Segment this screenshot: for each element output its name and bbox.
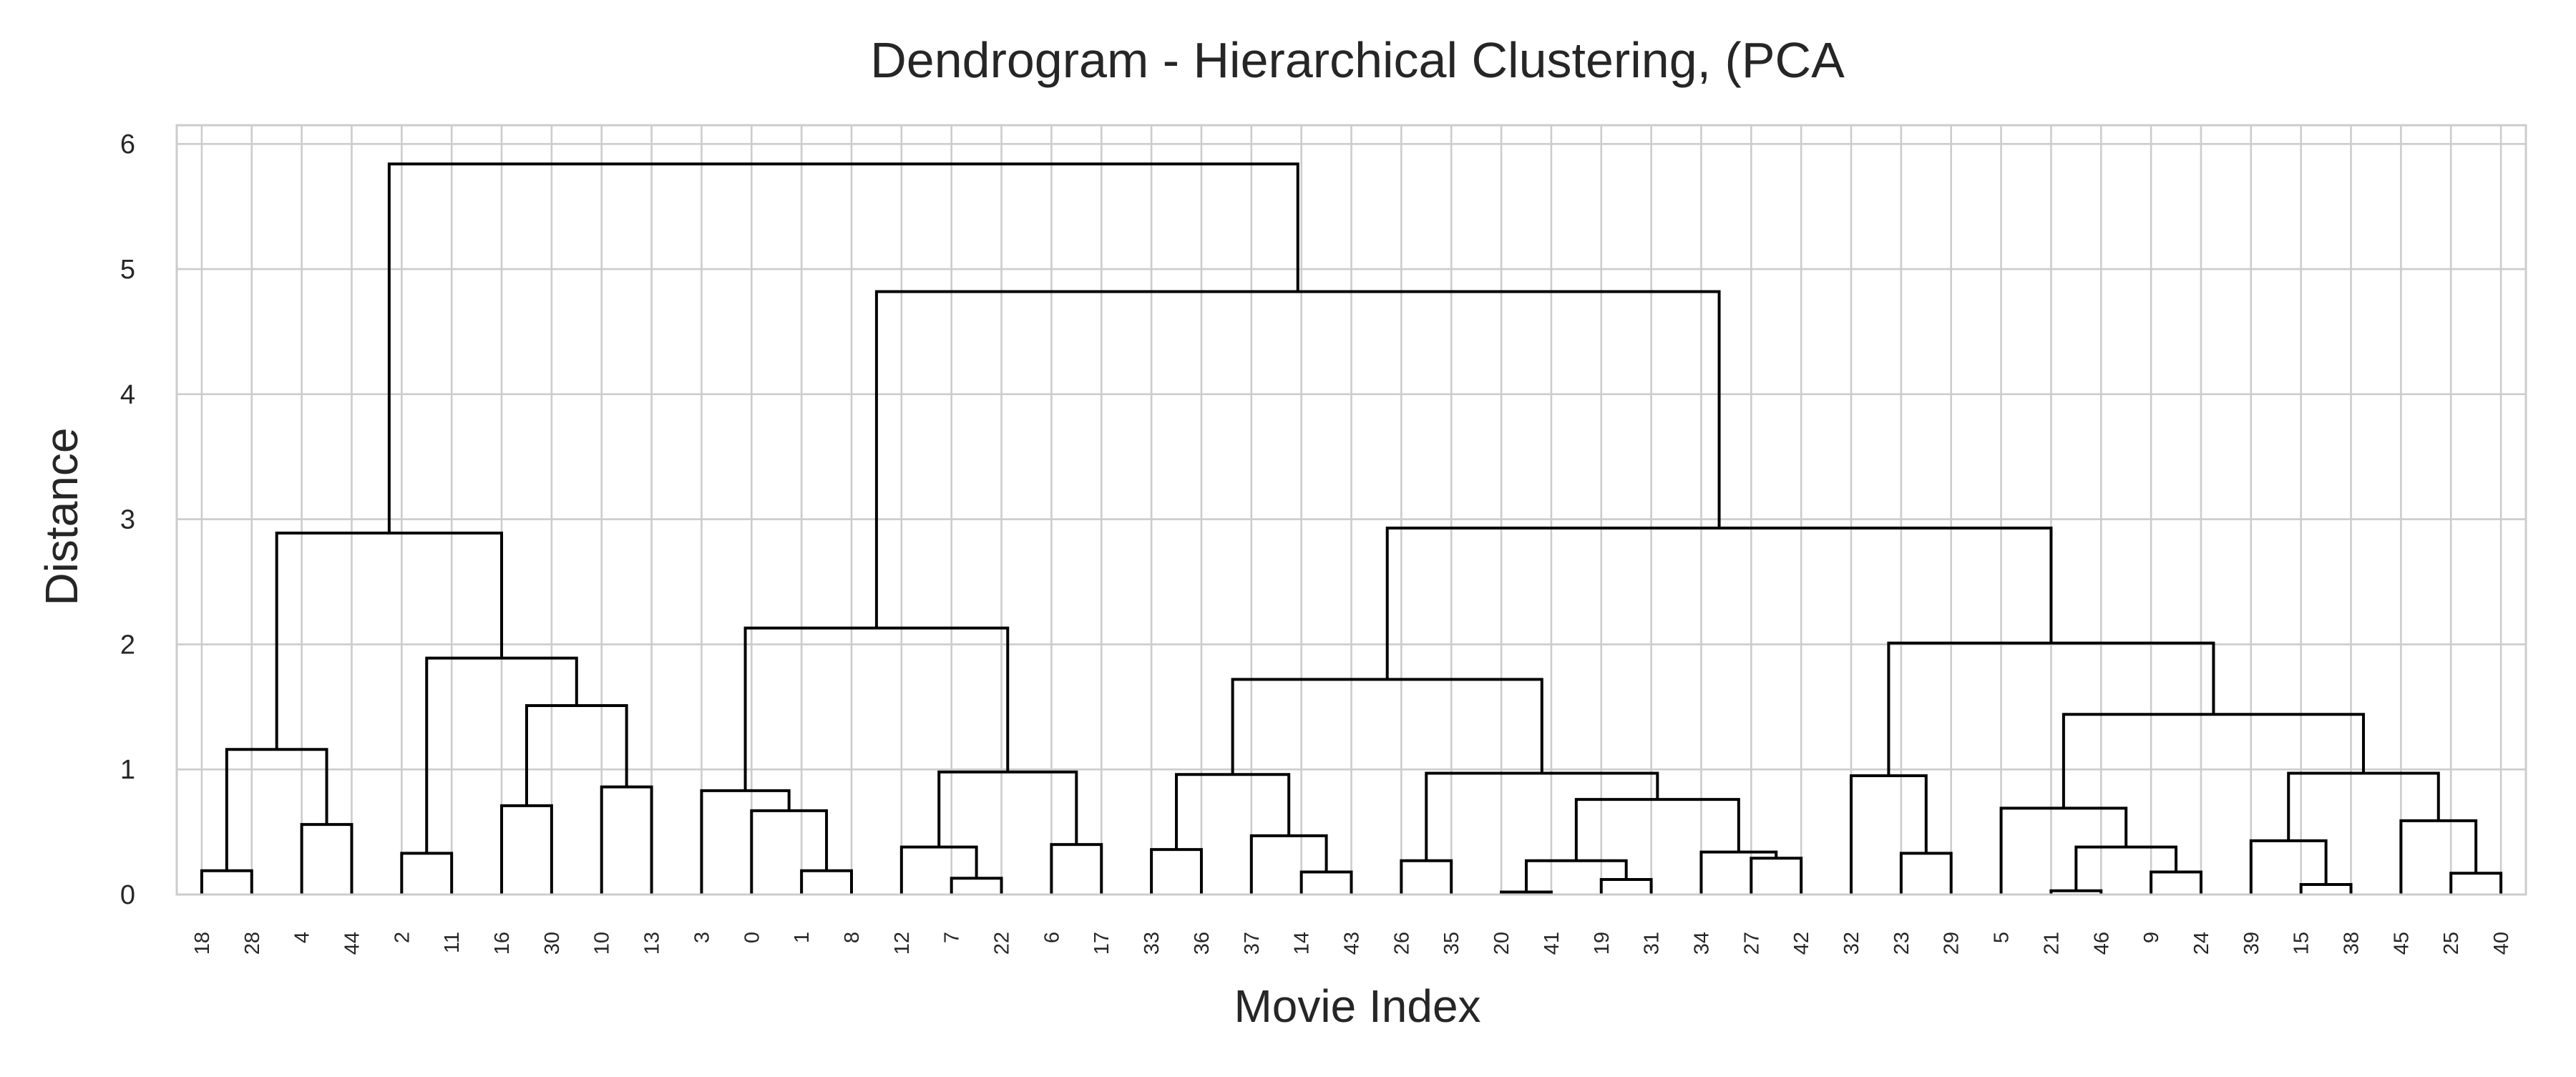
links-layer	[200, 162, 2503, 895]
leaf-label: 44	[341, 932, 364, 955]
leaf-label: 3	[691, 932, 713, 943]
y-tick-label: 4	[120, 380, 135, 410]
leaf-label: 33	[1141, 932, 1163, 955]
leaf-label: 32	[1840, 932, 1863, 955]
leaf-label: 30	[541, 932, 564, 955]
leaf-label: 9	[2140, 932, 2163, 943]
cluster-link	[1699, 850, 1778, 895]
leaf-label: 46	[2090, 932, 2113, 955]
y-axis-label: Distance	[36, 428, 87, 606]
y-tick-labels: 0 1 2 3 4 5 6	[120, 130, 135, 910]
cluster-link	[200, 869, 253, 895]
cluster-link	[1899, 852, 1953, 895]
leaf-label: 0	[741, 932, 763, 943]
x-tick-labels: 18 28 4 44 2 11 16 30 10 13 3 0 1 8 12 7 22 6 17 33 36 37 14 43…	[191, 932, 2513, 955]
leaf-label: 34	[1690, 932, 1713, 955]
cluster-link	[874, 290, 1721, 628]
leaf-label: 23	[1890, 932, 1913, 955]
cluster-link	[2150, 870, 2202, 895]
cluster-link	[2287, 771, 2440, 841]
leaf-label: 7	[941, 932, 964, 943]
x-axis-label: Movie Index	[1234, 980, 1480, 1032]
leaf-label: 1	[791, 932, 814, 943]
y-tick-label: 5	[120, 255, 135, 285]
leaf-label: 16	[491, 932, 514, 955]
leaf-label: 6	[1040, 932, 1063, 943]
leaf-label: 27	[1740, 932, 1763, 955]
y-tick-label: 0	[120, 880, 135, 910]
cluster-link	[800, 869, 853, 895]
cluster-link	[743, 626, 1010, 791]
cluster-link	[525, 704, 628, 806]
leaf-label: 28	[241, 932, 264, 955]
cluster-link	[1299, 870, 1353, 895]
cluster-link	[2049, 889, 2103, 895]
cluster-link	[950, 877, 1003, 895]
leaf-label: 40	[2490, 932, 2513, 955]
leaf-label: 41	[1541, 932, 1563, 955]
leaf-label: 8	[841, 932, 864, 943]
leaf-label: 12	[891, 932, 914, 955]
cluster-link	[225, 748, 328, 871]
leaf-label: 45	[2390, 932, 2413, 955]
cluster-link	[2299, 883, 2353, 895]
leaf-label: 20	[1491, 932, 1513, 955]
leaf-label: 39	[2240, 932, 2263, 955]
grid-layer	[177, 125, 2526, 896]
cluster-link	[899, 845, 978, 895]
leaf-label: 21	[2040, 932, 2063, 955]
leaf-label: 24	[2190, 932, 2213, 955]
leaf-label: 36	[1191, 932, 1214, 955]
leaf-label: 43	[1341, 932, 1364, 955]
leaf-label: 14	[1291, 932, 1314, 955]
leaf-label: 15	[2290, 932, 2313, 955]
cluster-link	[700, 789, 791, 895]
leaf-label: 26	[1390, 932, 1413, 955]
cluster-link	[1750, 857, 1803, 895]
leaf-label: 37	[1241, 932, 1264, 955]
cluster-link	[387, 162, 1299, 533]
cluster-link	[1425, 771, 1659, 861]
leaf-label: 31	[1641, 932, 1664, 955]
leaf-label: 35	[1440, 932, 1463, 955]
leaf-label: 2	[391, 932, 414, 943]
leaf-label: 11	[441, 932, 464, 953]
leaf-label: 10	[591, 932, 614, 955]
cluster-link	[2062, 713, 2365, 809]
cluster-link	[937, 770, 1078, 847]
chart-title: Dendrogram - Hierarchical Clustering, (P…	[870, 32, 1845, 88]
cluster-link	[2249, 839, 2328, 895]
leaf-label: 29	[1941, 932, 1963, 955]
cluster-link	[1385, 526, 2053, 680]
leaf-label: 19	[1591, 932, 1614, 955]
y-tick-label: 1	[120, 755, 135, 785]
cluster-link	[1887, 641, 2215, 776]
plot-frame	[175, 124, 2527, 896]
cluster-link	[1249, 834, 1328, 895]
cluster-link	[2074, 845, 2178, 891]
y-tick-label: 2	[120, 630, 135, 660]
y-tick-label: 6	[120, 130, 135, 160]
leaf-label: 18	[191, 932, 214, 955]
cluster-link	[1175, 773, 1291, 850]
leaf-label: 5	[1991, 932, 2014, 943]
leaf-label: 13	[641, 932, 664, 955]
leaf-label: 4	[291, 932, 314, 943]
leaf-label: 42	[1790, 932, 1813, 955]
cluster-link	[1231, 678, 1543, 775]
leaf-label: 17	[1091, 932, 1113, 955]
leaf-label: 25	[2440, 932, 2463, 955]
cluster-link	[2399, 819, 2478, 895]
y-tick-label: 3	[120, 505, 135, 535]
cluster-link	[400, 852, 454, 895]
cluster-link	[750, 809, 829, 895]
leaf-label: 22	[991, 932, 1014, 955]
leaf-label: 38	[2341, 932, 2363, 955]
